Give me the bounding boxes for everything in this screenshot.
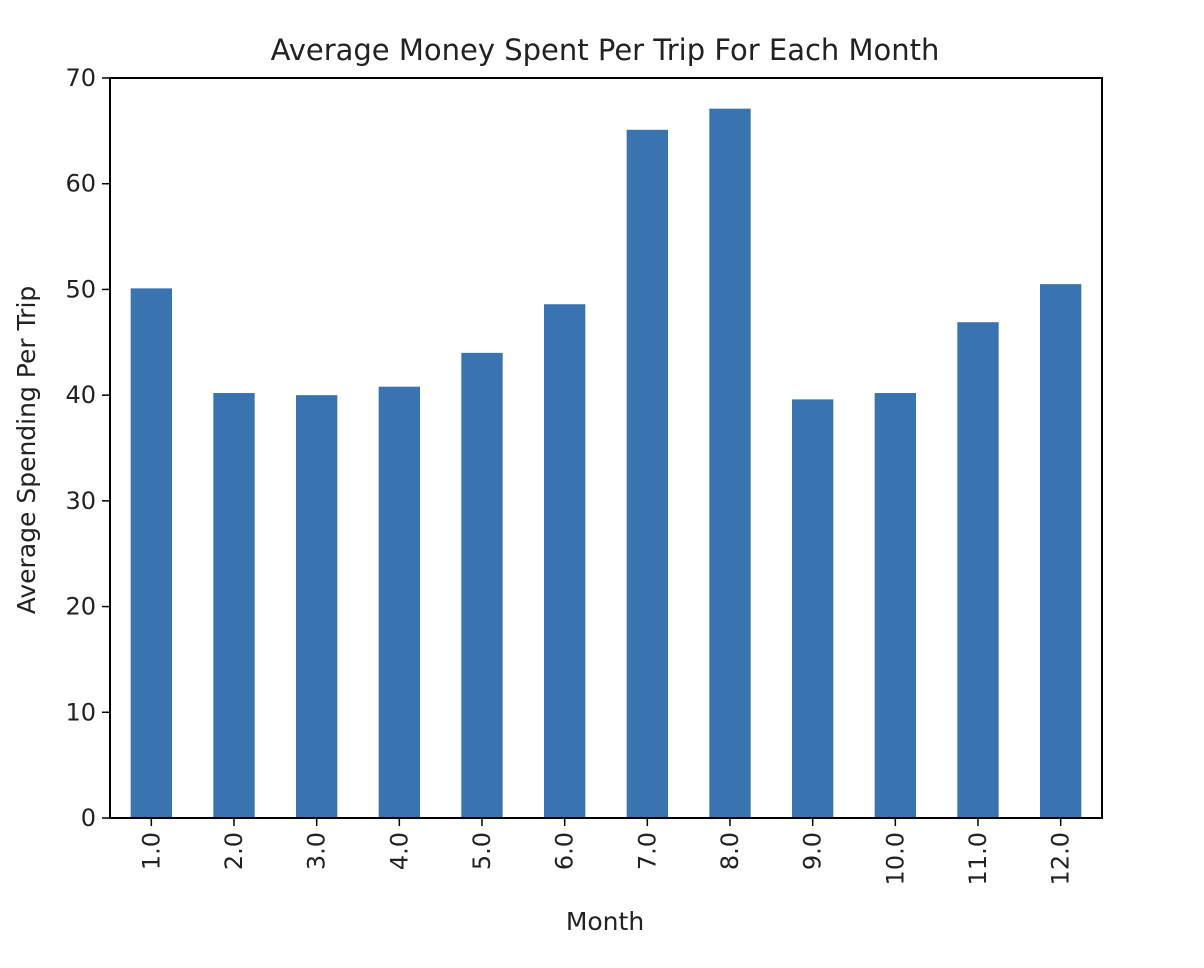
bar-6.0 [544, 304, 586, 818]
bar-4.0 [378, 386, 420, 818]
plot-frame [109, 77, 1103, 819]
y-tick-label: 30 [65, 487, 96, 515]
x-tick-label: 10.0 [881, 832, 909, 885]
x-tick-label: 8.0 [716, 832, 744, 870]
bar-7.0 [626, 129, 668, 819]
y-tick-label: 10 [65, 698, 96, 726]
x-tick-label: 1.0 [137, 832, 165, 870]
x-tick-label: 7.0 [633, 832, 661, 870]
x-axis-ticks: 1.0 2.0 3.0 4.0 5.0 6.0 7.0 8.0 9.0 10.0 11.0 12.0 [137, 818, 1075, 885]
bar-2.0 [213, 393, 255, 818]
bars-layer [130, 108, 1082, 819]
chart-title: Average Money Spent Per Trip For Each Mo… [271, 33, 940, 67]
y-tick-label: 70 [65, 64, 96, 92]
y-tick-label: 0 [81, 804, 96, 832]
x-tick-label: 4.0 [385, 832, 413, 870]
bar-8.0 [709, 108, 751, 818]
x-tick-label: 11.0 [964, 832, 992, 885]
bar-1.0 [130, 288, 172, 818]
y-tick-label: 60 [65, 170, 96, 198]
x-tick-label: 5.0 [468, 832, 496, 870]
y-tick-label: 20 [65, 593, 96, 621]
y-axis-label: Average Spending Per Trip [12, 286, 41, 615]
bar-9.0 [792, 399, 834, 818]
bar-10.0 [874, 393, 916, 818]
x-tick-label: 3.0 [303, 832, 331, 870]
bar-12.0 [1040, 284, 1082, 819]
y-axis-ticks: 0 10 20 30 40 50 60 70 [65, 64, 110, 832]
x-tick-label: 2.0 [220, 832, 248, 870]
y-tick-label: 50 [65, 275, 96, 303]
x-tick-label: 6.0 [551, 832, 579, 870]
x-tick-label: 9.0 [799, 832, 827, 870]
x-tick-label: 12.0 [1047, 832, 1075, 885]
y-tick-label: 40 [65, 381, 96, 409]
x-axis-label: Month [566, 907, 644, 936]
bar-11.0 [957, 322, 999, 818]
bar-3.0 [296, 395, 338, 818]
bar-5.0 [461, 352, 503, 818]
